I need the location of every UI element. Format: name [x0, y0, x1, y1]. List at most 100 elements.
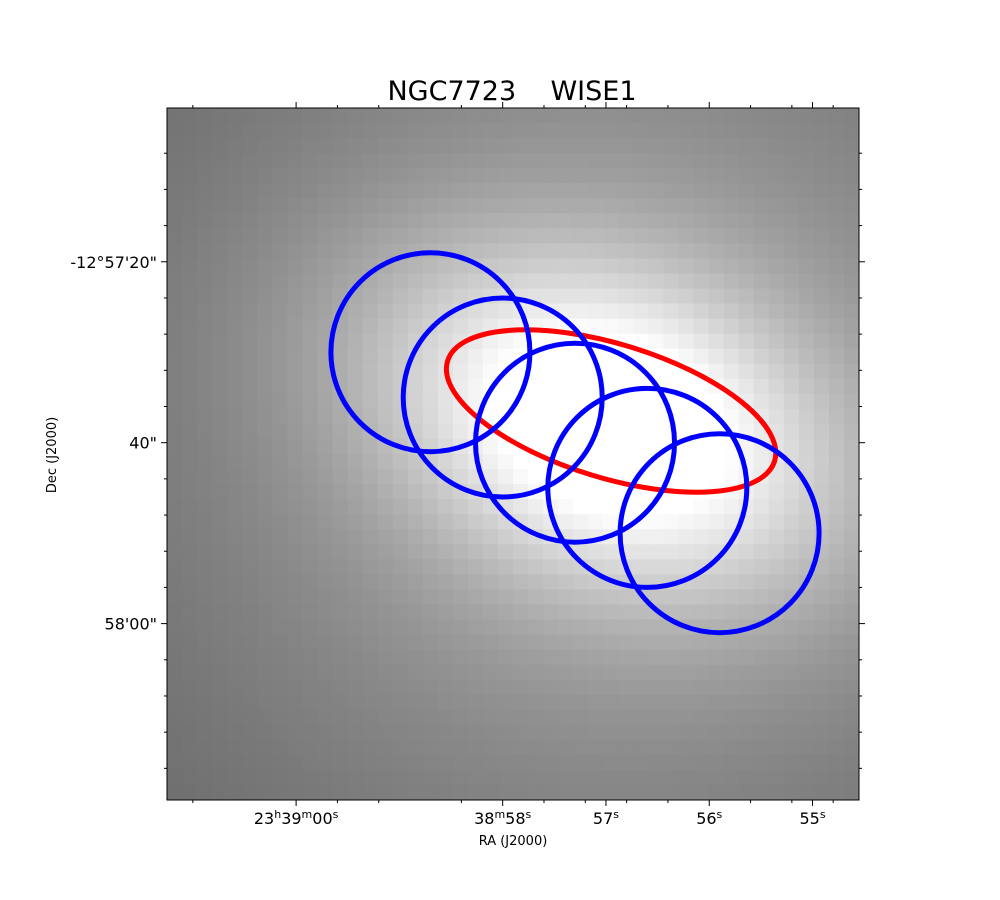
image-pixel [828, 138, 845, 154]
image-pixel [317, 724, 334, 741]
image-pixel [182, 378, 198, 395]
image-pixel [347, 318, 364, 335]
image-pixel [783, 649, 800, 666]
image-pixel [678, 724, 695, 741]
image-pixel [332, 649, 349, 666]
image-pixel [813, 408, 830, 425]
image-pixel [167, 168, 183, 184]
image-pixel [633, 408, 649, 425]
image-pixel [467, 589, 484, 606]
image-pixel [287, 258, 303, 275]
image-pixel [392, 544, 409, 560]
image-pixel [513, 454, 529, 470]
image-pixel [287, 393, 303, 410]
image-pixel [482, 138, 499, 154]
image-pixel [407, 183, 424, 199]
image-pixel [723, 589, 740, 606]
image-pixel [843, 709, 859, 726]
image-pixel [467, 108, 484, 124]
image-pixel [317, 484, 334, 500]
image-pixel [783, 303, 800, 320]
image-pixel [317, 108, 334, 124]
image-pixel [618, 634, 634, 651]
image-pixel [723, 243, 740, 260]
image-pixel [543, 619, 559, 636]
image-pixel [528, 634, 544, 651]
image-pixel [227, 273, 243, 290]
image-pixel [648, 198, 665, 214]
image-pixel [813, 123, 830, 139]
image-pixel [723, 348, 740, 365]
image-pixel [513, 589, 529, 606]
image-pixel [768, 529, 785, 545]
image-pixel [813, 153, 830, 169]
image-pixel [347, 604, 364, 621]
image-pixel [618, 213, 634, 229]
image-pixel [708, 258, 725, 275]
image-pixel [257, 769, 273, 786]
image-pixel [753, 784, 770, 800]
image-pixel [678, 454, 695, 470]
image-pixel [843, 273, 859, 290]
image-pixel [407, 529, 424, 545]
image-pixel [242, 213, 258, 229]
image-pixel [407, 469, 424, 485]
image-pixel [452, 423, 469, 440]
image-pixel [212, 754, 228, 771]
image-pixel [377, 363, 394, 380]
image-pixel [167, 423, 183, 440]
image-pixel [362, 574, 379, 590]
image-pixel [513, 739, 529, 756]
x-tick-label: 55s [799, 808, 825, 828]
image-pixel [753, 649, 770, 666]
image-pixel [813, 664, 830, 681]
image-pixel [828, 619, 845, 636]
image-pixel [242, 438, 258, 455]
image-pixel [317, 213, 334, 229]
image-pixel [197, 484, 213, 500]
image-pixel [347, 499, 364, 515]
image-pixel [573, 589, 589, 606]
image-pixel [227, 213, 243, 229]
image-pixel [798, 333, 815, 350]
image-pixel [783, 754, 800, 771]
image-pixel [648, 168, 665, 184]
image-pixel [302, 559, 319, 575]
image-pixel [753, 724, 770, 741]
image-pixel [828, 258, 845, 275]
image-pixel [843, 198, 859, 214]
image-pixel [377, 198, 394, 214]
image-pixel [302, 228, 319, 244]
image-pixel [437, 153, 454, 169]
image-pixel [513, 243, 529, 260]
image-pixel [753, 168, 770, 184]
image-pixel [768, 303, 785, 320]
image-pixel [167, 769, 183, 786]
image-pixel [603, 694, 619, 711]
image-pixel [362, 604, 379, 621]
image-pixel [738, 243, 755, 260]
image-pixel [317, 619, 334, 636]
image-pixel [513, 709, 529, 726]
image-pixel [197, 769, 213, 786]
image-pixel [392, 153, 409, 169]
background-image [167, 108, 859, 800]
image-pixel [663, 183, 680, 199]
image-pixel [768, 694, 785, 711]
image-pixel [753, 333, 770, 350]
image-pixel [723, 454, 740, 470]
image-pixel [257, 138, 273, 154]
image-pixel [317, 514, 334, 530]
image-pixel [783, 363, 800, 380]
image-pixel [618, 243, 634, 260]
image-pixel [182, 243, 198, 260]
image-pixel [317, 574, 334, 590]
image-pixel [768, 333, 785, 350]
image-pixel [648, 634, 665, 651]
image-pixel [392, 724, 409, 741]
image-pixel [227, 243, 243, 260]
image-pixel [513, 408, 529, 425]
image-pixel [497, 303, 514, 320]
image-pixel [272, 108, 288, 124]
image-pixel [482, 363, 499, 380]
